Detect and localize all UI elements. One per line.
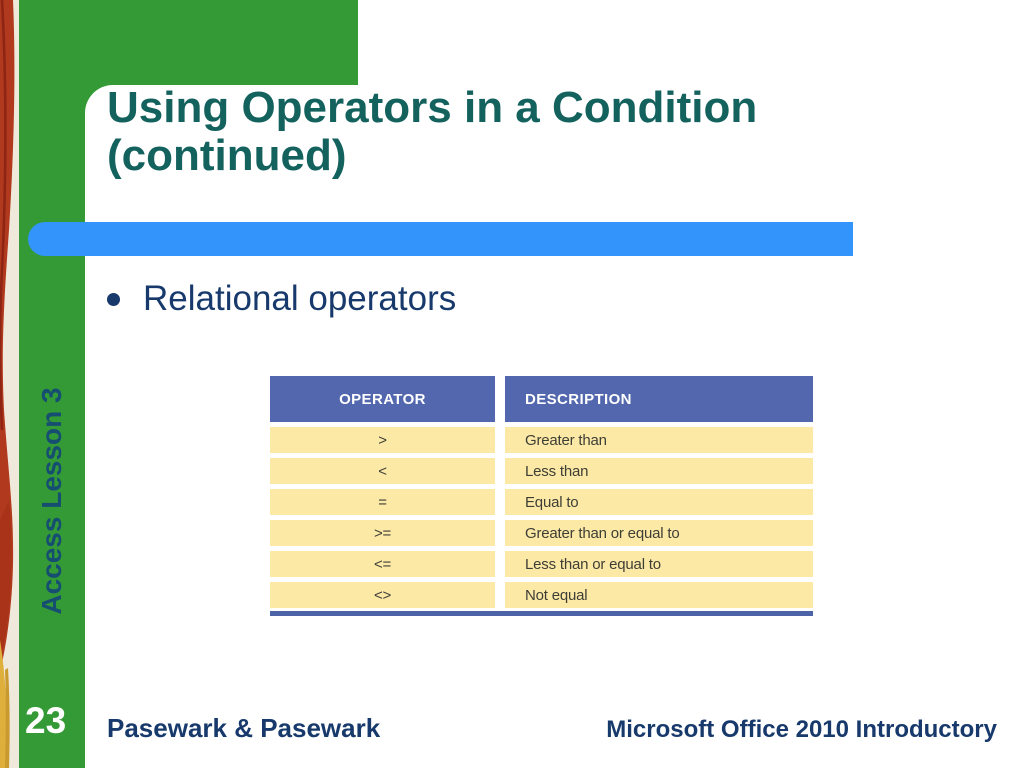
operator-cell: >= <box>270 520 495 546</box>
bullet-item: Relational operators <box>107 277 456 321</box>
sidebar-green-bar <box>19 0 86 768</box>
description-cell: Less than or equal to <box>505 551 813 577</box>
description-cell: Greater than or equal to <box>505 520 813 546</box>
title-accent-bar <box>28 222 853 256</box>
operators-table: OPERATOR DESCRIPTION > Greater than < Less … <box>270 376 813 616</box>
operator-cell: <= <box>270 551 495 577</box>
table-row: <= Less than or equal to <box>270 551 813 577</box>
slide-number: 23 <box>25 700 67 741</box>
slide-title: Using Operators in a Condition (continue… <box>107 83 758 180</box>
table-row: > Greater than <box>270 427 813 453</box>
footer-book-title: Microsoft Office 2010 Introductory <box>606 716 997 743</box>
bullet-icon <box>107 293 120 306</box>
column-gap <box>495 551 505 577</box>
table-bottom-border <box>270 611 813 616</box>
column-gap <box>495 376 505 422</box>
column-gap <box>495 489 505 515</box>
table-header-row: OPERATOR DESCRIPTION <box>270 376 813 422</box>
column-gap <box>495 458 505 484</box>
operator-cell: > <box>270 427 495 453</box>
anatomy-image-strip <box>0 0 19 768</box>
operator-cell: <> <box>270 582 495 608</box>
column-gap <box>495 520 505 546</box>
operator-cell: < <box>270 458 495 484</box>
table-row: < Less than <box>270 458 813 484</box>
description-cell: Greater than <box>505 427 813 453</box>
table-row: >= Greater than or equal to <box>270 520 813 546</box>
content-panel <box>85 85 1024 768</box>
operator-cell: = <box>270 489 495 515</box>
description-cell: Less than <box>505 458 813 484</box>
column-header-operator: OPERATOR <box>270 376 495 422</box>
bullet-text: Relational operators <box>143 279 457 318</box>
table-row: = Equal to <box>270 489 813 515</box>
footer-authors: Pasewark & Pasewark <box>107 713 381 743</box>
description-cell: Not equal <box>505 582 813 608</box>
column-gap <box>495 582 505 608</box>
column-header-description: DESCRIPTION <box>505 376 813 422</box>
table-row: <> Not equal <box>270 582 813 608</box>
description-cell: Equal to <box>505 489 813 515</box>
operator-table-body: > Greater than < Less than = Equal to >= Greate… <box>270 427 813 608</box>
sidebar-lesson-label: Access Lesson 3 <box>36 387 67 615</box>
column-gap <box>495 427 505 453</box>
